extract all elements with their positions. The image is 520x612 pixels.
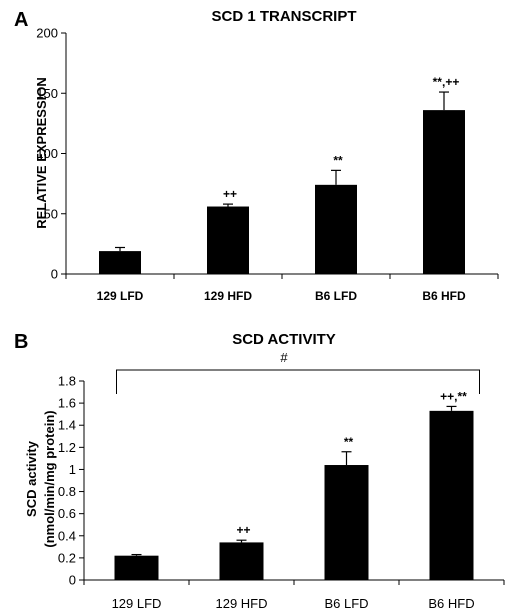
panel-a-category-label: B6 LFD	[315, 289, 357, 303]
panel-a-bar	[99, 251, 141, 274]
panel-b-significance-label: ++,**	[440, 389, 467, 403]
panel-b-y-axis-label: SCD activity	[24, 440, 39, 517]
panel-b-y-tick-label: 1.6	[58, 396, 76, 411]
panel-b-category-label: 129 HFD	[215, 596, 267, 611]
panel-a-plot: 0 50 100 150 200 129 LFD 129 HFD ++ B6 LFD ** B6 H…	[36, 26, 499, 303]
panel-a-category-label: 129 HFD	[204, 289, 252, 303]
panel-a-y-tick-label: 100	[36, 146, 58, 161]
panel-b-bar	[219, 542, 264, 580]
panel-b-y-tick-label: 0.8	[58, 484, 76, 499]
panel-b-category-label: 129 LFD	[112, 596, 162, 611]
panel-a-bar	[207, 206, 249, 274]
panel-b-y-tick-label: 0.2	[58, 550, 76, 565]
panel-a-bar	[315, 184, 357, 274]
panel-b-y-tick-label: 1.2	[58, 440, 76, 455]
panel-a-significance-label: **,++	[433, 75, 460, 89]
panel-b-bar	[429, 410, 474, 580]
panel-a-significance-label: ++	[223, 187, 237, 201]
panel-b-y-tick-label: 1.4	[58, 418, 76, 433]
panel-a-y-tick-label: 200	[36, 26, 58, 41]
panel-b-bar	[324, 465, 369, 580]
panel-a-bar	[423, 110, 465, 275]
panel-b-bracket-label: #	[280, 350, 288, 365]
panel-b-y-tick-label: 0	[69, 573, 76, 588]
panel-a-letter: A	[14, 9, 28, 31]
panel-b-category-label: B6 LFD	[324, 596, 368, 611]
panel-b-y-tick-label: 1	[69, 462, 76, 477]
panel-a-y-axis-label: RELATIVE EXPRESSION	[34, 77, 49, 228]
panel-b-significance-label: ++	[236, 523, 250, 537]
panel-a-y-tick-label: 50	[44, 206, 58, 221]
panel-b-y-tick-label: 1.8	[58, 374, 76, 389]
panel-b-y-tick-label: 0.6	[58, 506, 76, 521]
panel-a-title: SCD 1 TRANSCRIPT	[211, 8, 356, 25]
panel-a-significance-label: **	[333, 153, 343, 167]
panel-a-category-label: 129 LFD	[97, 289, 144, 303]
panel-b-letter: B	[14, 331, 28, 353]
panel-b-significance-bracket	[116, 369, 480, 394]
panel-b-significance-label: **	[344, 435, 354, 449]
panel-b-category-label: B6 HFD	[428, 596, 474, 611]
panel-b-bracket-line	[116, 369, 480, 394]
panel-a-category-label: B6 HFD	[422, 289, 466, 303]
panel-a-y-tick-label: 150	[36, 86, 58, 101]
panel-b-bar	[114, 555, 159, 580]
panel-a-y-tick-label: 0	[51, 267, 58, 282]
panel-b-plot: 0 0.2 0.4 0.6 0.8 1 1.2 1.4 1.6 1.8 129 LFD 129 HFD…	[58, 374, 505, 611]
panel-b-title: SCD ACTIVITY	[232, 331, 336, 348]
panel-b-y-axis-label-units: (nmol/min/mg protein)	[42, 410, 57, 547]
panel-b-y-tick-label: 0.4	[58, 528, 76, 543]
